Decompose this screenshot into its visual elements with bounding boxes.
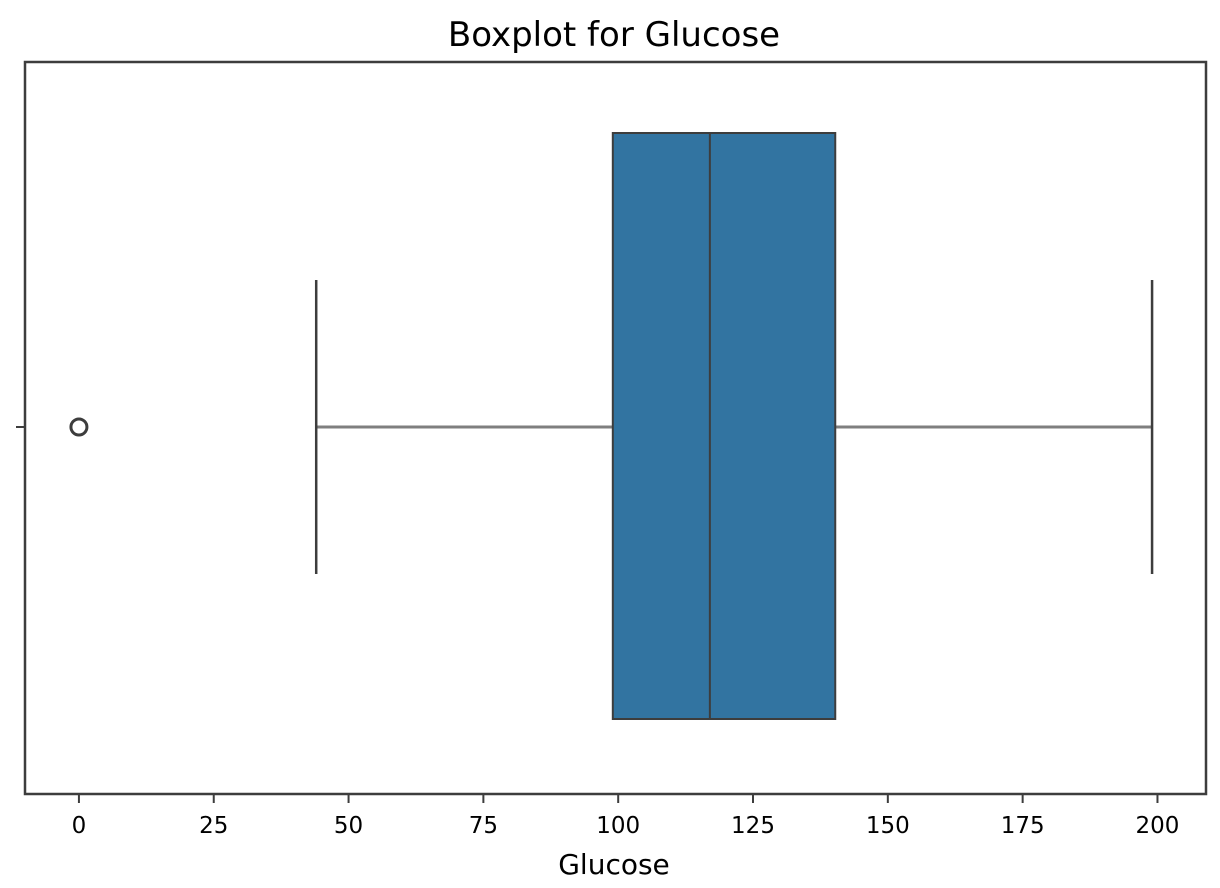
x-tick-label: 75 [469,813,498,839]
outlier-point [69,417,89,437]
x-tick-label: 125 [731,813,775,839]
x-tick-label: 100 [596,813,640,839]
x-tick-label: 50 [334,813,363,839]
x-tick-label: 150 [866,813,910,839]
x-tick-label: 175 [1001,813,1045,839]
x-tick-label: 0 [72,813,87,839]
x-tick-label: 200 [1136,813,1180,839]
plot-area: 0 25 50 75 100 125 150 175 200 [16,60,1208,839]
x-axis-label: Glucose [558,848,670,881]
chart-title: Boxplot for Glucose [448,15,780,55]
x-tick-label: 25 [199,813,228,839]
box-iqr [611,132,837,720]
